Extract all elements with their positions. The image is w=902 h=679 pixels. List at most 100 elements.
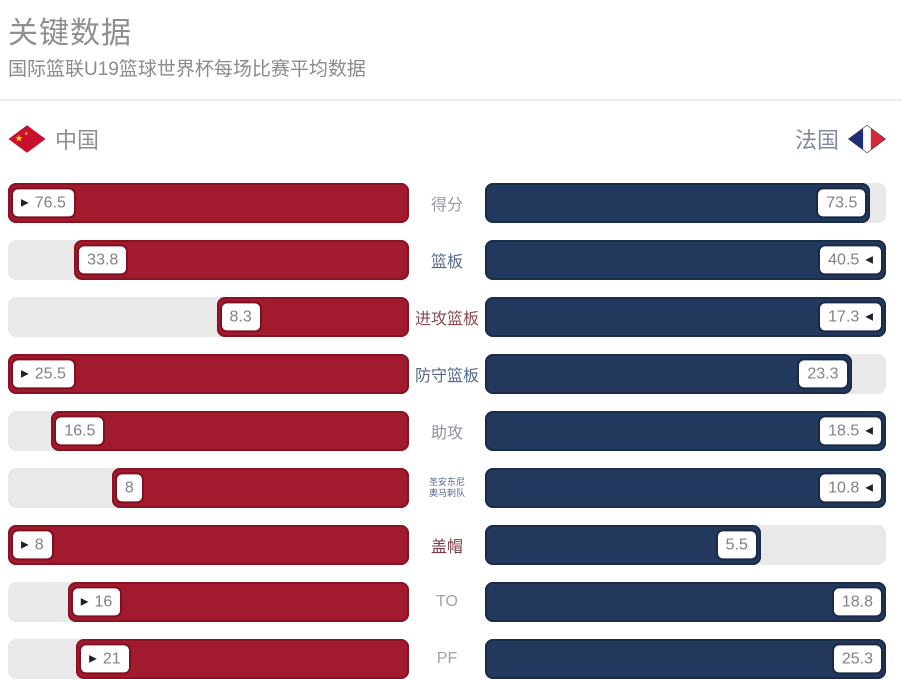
- stat-label: PF: [436, 650, 458, 667]
- left-winner-arrow-icon: ▶: [21, 197, 29, 208]
- team-france: 法国: [795, 123, 886, 155]
- right-bar: 10.8 ◀: [485, 468, 886, 508]
- china-flag-icon: ★ ★: [8, 125, 46, 153]
- right-value: 10.8: [828, 479, 860, 497]
- left-value: 8: [34, 536, 44, 554]
- left-winner-arrow-icon: ▶: [21, 539, 29, 550]
- right-track: 25.3: [485, 639, 886, 679]
- right-bar: 25.3: [485, 639, 886, 679]
- infographic: 关键数据 国际篮联U19篮球世界杯每场比赛平均数据 ★ ★ 中国 法国: [0, 8, 902, 679]
- stat-label: 盖帽: [430, 539, 463, 556]
- right-value: 5.5: [725, 536, 748, 554]
- left-winner-arrow-icon: ▶: [89, 653, 97, 664]
- stat-label: 助攻: [430, 425, 463, 442]
- stat-row: ▶ 76.5 得分 73.5: [8, 183, 886, 223]
- right-track: 5.5: [485, 525, 886, 565]
- right-value-box: 18.8: [831, 586, 883, 618]
- stat-label: 得分: [430, 197, 463, 214]
- stat-label: 圣安东尼 奥马刺队: [428, 476, 465, 498]
- left-bar: ▶ 25.5: [8, 354, 409, 394]
- team-china: ★ ★ 中国: [8, 123, 99, 155]
- left-value: 25.5: [34, 365, 66, 383]
- right-bar: 73.5: [485, 183, 871, 223]
- right-value-box: 5.5: [715, 529, 758, 561]
- stat-row: ▶ 21 PF 25.3: [8, 639, 886, 679]
- left-track: 33.8: [8, 240, 409, 280]
- left-bar: 8: [111, 468, 409, 508]
- left-value-box: ▶ 21: [79, 643, 131, 675]
- stat-row: ▶ 25.5 防守篮板 23.3: [8, 354, 886, 394]
- left-value-box: 16.5: [54, 415, 106, 447]
- left-value-box: ▶ 8: [11, 529, 54, 561]
- stat-label: 篮板: [430, 254, 463, 271]
- right-value: 40.5: [828, 251, 860, 269]
- right-value: 25.3: [841, 650, 873, 668]
- right-value-box: 10.8 ◀: [818, 472, 883, 504]
- left-value: 33.8: [87, 251, 119, 269]
- right-value: 73.5: [826, 194, 858, 212]
- stats-rows: ▶ 76.5 得分 73.5 33.8 篮板: [8, 183, 886, 679]
- right-value: 17.3: [828, 308, 860, 326]
- team-china-label: 中国: [55, 128, 100, 153]
- left-winner-arrow-icon: ▶: [80, 596, 89, 607]
- svg-text:★: ★: [24, 131, 28, 137]
- stat-row: 33.8 篮板 40.5 ◀: [8, 240, 886, 280]
- left-track: ▶ 25.5: [8, 354, 409, 394]
- teams-header: ★ ★ 中国 法国: [8, 101, 886, 183]
- right-track: 18.8: [485, 582, 886, 622]
- stat-row: ▶ 16 TO 18.8: [8, 582, 886, 622]
- left-track: ▶ 21: [8, 639, 409, 679]
- right-bar: 18.8: [485, 582, 886, 622]
- left-track: ▶ 8: [8, 525, 409, 565]
- right-value-box: 73.5: [816, 187, 868, 219]
- left-value-box: 8.3: [219, 301, 262, 333]
- right-value-box: 40.5 ◀: [818, 244, 883, 276]
- stat-row: 8 圣安东尼 奥马刺队 10.8 ◀: [8, 468, 886, 508]
- right-track: 17.3 ◀: [485, 297, 886, 337]
- stat-row: 16.5 助攻 18.5 ◀: [8, 411, 886, 451]
- left-track: 8.3: [8, 297, 409, 337]
- left-track: 16.5: [8, 411, 409, 451]
- left-winner-arrow-icon: ▶: [21, 368, 29, 379]
- left-value-box: 33.8: [77, 244, 129, 276]
- left-track: ▶ 76.5: [8, 183, 409, 223]
- left-bar: 33.8: [74, 240, 409, 280]
- page-title: 关键数据: [8, 17, 132, 50]
- left-bar: ▶ 76.5: [8, 183, 409, 223]
- left-value-box: ▶ 16: [70, 586, 123, 618]
- left-value-box: ▶ 25.5: [11, 358, 76, 390]
- right-value-box: 17.3 ◀: [818, 301, 883, 333]
- right-value-box: 18.5 ◀: [818, 415, 883, 447]
- right-track: 40.5 ◀: [485, 240, 886, 280]
- divider: [0, 99, 902, 101]
- right-track: 10.8 ◀: [485, 468, 886, 508]
- stat-label: 防守篮板: [414, 368, 479, 385]
- left-value: 16.5: [64, 422, 96, 440]
- left-value: 16: [94, 593, 113, 611]
- svg-text:★: ★: [15, 133, 24, 144]
- left-value-box: 8: [114, 472, 144, 504]
- right-bar: 40.5 ◀: [485, 240, 886, 280]
- right-value: 18.5: [828, 422, 860, 440]
- left-value: 21: [102, 650, 121, 668]
- left-bar: 16.5: [51, 411, 409, 451]
- left-value: 8.3: [229, 308, 252, 326]
- right-value-box: 25.3: [831, 643, 883, 675]
- team-france-label: 法国: [794, 128, 839, 153]
- right-winner-arrow-icon: ◀: [865, 254, 873, 265]
- right-value: 18.8: [841, 593, 873, 611]
- left-track: ▶ 16: [8, 582, 409, 622]
- left-track: 8: [8, 468, 409, 508]
- right-bar: 5.5: [485, 525, 761, 565]
- left-bar: ▶ 21: [76, 639, 409, 679]
- stat-row: 8.3 进攻篮板 17.3 ◀: [8, 297, 886, 337]
- left-value: 76.5: [34, 194, 66, 212]
- left-bar: 8.3: [216, 297, 409, 337]
- right-track: 73.5: [485, 183, 886, 223]
- france-flag-icon: [848, 124, 886, 154]
- right-winner-arrow-icon: ◀: [865, 425, 873, 436]
- right-winner-arrow-icon: ◀: [865, 482, 873, 493]
- stat-label: 进攻篮板: [414, 311, 479, 328]
- right-track: 18.5 ◀: [485, 411, 886, 451]
- right-bar: 23.3: [485, 354, 852, 394]
